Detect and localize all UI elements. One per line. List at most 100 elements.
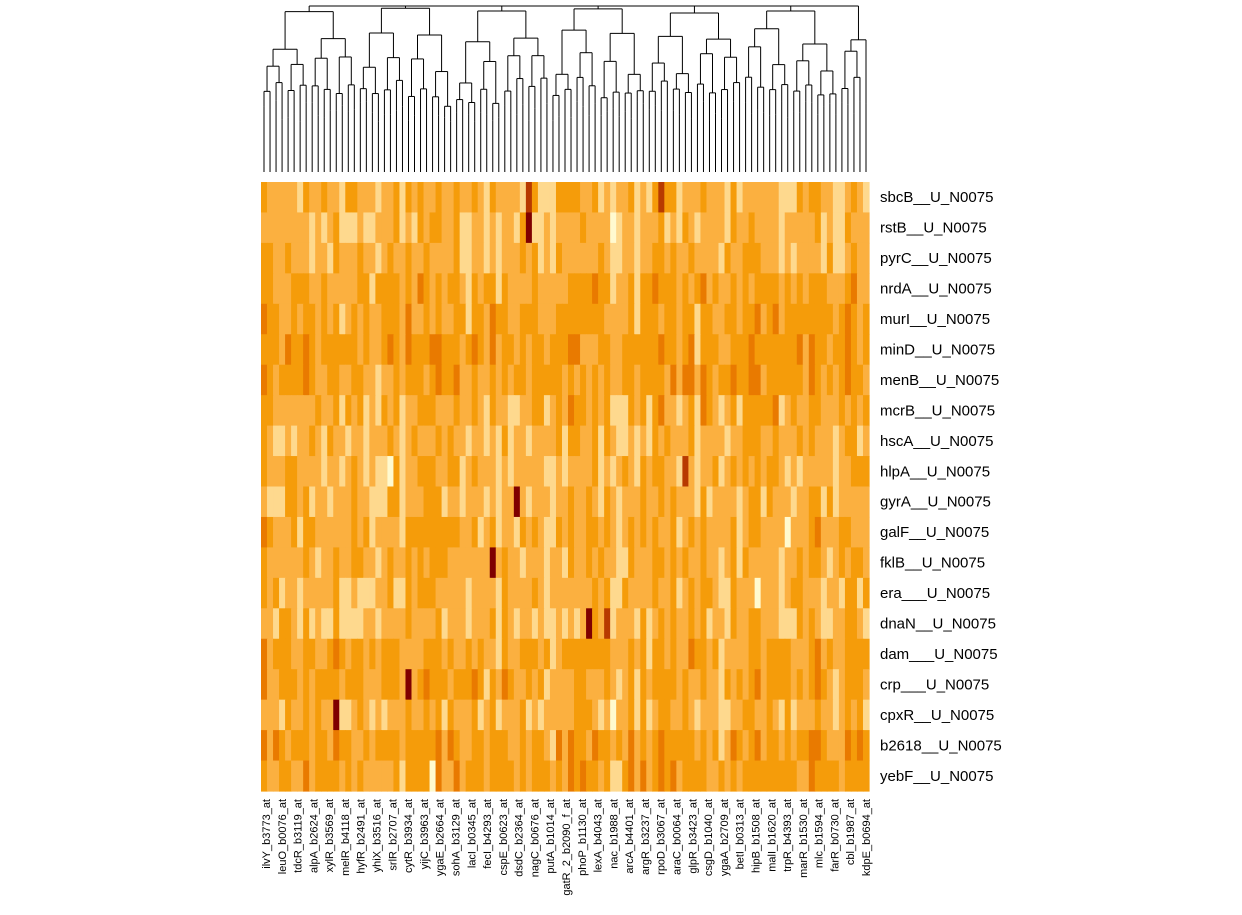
- heatmap-cell: [676, 395, 683, 427]
- heatmap-cell: [616, 638, 623, 670]
- heatmap-cell: [784, 182, 792, 214]
- heatmap-cell: [634, 638, 641, 670]
- heatmap-cell: [610, 730, 617, 762]
- heatmap-cell: [862, 212, 870, 244]
- heatmap-cell: [261, 456, 268, 488]
- heatmap-cell: [273, 486, 280, 518]
- heatmap-cell: [640, 638, 647, 670]
- heatmap-cell: [453, 760, 461, 792]
- heatmap-cell: [483, 730, 491, 762]
- heatmap-cell: [381, 212, 389, 244]
- heatmap-cell: [483, 608, 491, 640]
- heatmap-cell: [363, 669, 370, 701]
- heatmap-cell: [471, 303, 479, 335]
- heatmap-cell: [688, 699, 696, 731]
- heatmap-cell: [646, 669, 653, 701]
- heatmap-cell: [471, 182, 479, 214]
- heatmap-cell: [772, 364, 780, 396]
- heatmap-cell: [736, 608, 744, 640]
- heatmap-cell: [513, 486, 521, 518]
- heatmap-cell: [640, 364, 647, 396]
- heatmap-cell: [423, 577, 431, 609]
- heatmap-cell: [357, 516, 364, 548]
- heatmap-cell: [814, 730, 822, 762]
- heatmap-cell: [634, 425, 641, 457]
- heatmap-cell: [688, 608, 696, 640]
- heatmap-cell: [315, 760, 322, 792]
- heatmap-cell: [670, 182, 677, 214]
- heatmap-cell: [309, 303, 316, 335]
- heatmap-cell: [790, 699, 798, 731]
- heatmap-cell: [838, 425, 846, 457]
- heatmap-cell: [273, 242, 280, 274]
- heatmap-cell: [363, 486, 370, 518]
- heatmap-cell: [712, 395, 720, 427]
- heatmap-cell: [525, 334, 533, 366]
- heatmap-cell: [531, 273, 539, 305]
- heatmap-cell: [531, 577, 539, 609]
- heatmap-cell: [435, 395, 443, 427]
- heatmap-cell: [435, 425, 443, 457]
- heatmap-cell: [309, 364, 316, 396]
- heatmap-cell: [309, 182, 316, 214]
- heatmap-cell: [574, 669, 581, 701]
- heatmap-cell: [555, 273, 563, 305]
- heatmap-cell: [706, 456, 714, 488]
- heatmap-cell: [471, 425, 479, 457]
- heatmap-cell: [309, 486, 316, 518]
- heatmap-cell: [820, 760, 828, 792]
- heatmap-cell: [489, 760, 497, 792]
- heatmap-cell: [784, 699, 792, 731]
- row-label: rstB__U_N0075: [880, 220, 987, 237]
- heatmap-cell: [766, 364, 774, 396]
- heatmap-cell: [393, 699, 401, 731]
- heatmap-cell: [555, 212, 563, 244]
- heatmap-cell: [808, 730, 816, 762]
- heatmap-cell: [297, 608, 304, 640]
- heatmap-cell: [706, 486, 714, 518]
- heatmap-cell: [531, 456, 539, 488]
- heatmap-cell: [820, 730, 828, 762]
- heatmap-cell: [766, 730, 774, 762]
- heatmap-cell: [688, 395, 696, 427]
- heatmap-cell: [634, 730, 641, 762]
- heatmap-cell: [279, 669, 286, 701]
- heatmap-cell: [748, 638, 756, 670]
- heatmap-cell: [658, 212, 665, 244]
- heatmap-cell: [417, 273, 425, 305]
- heatmap-cell: [634, 395, 641, 427]
- heatmap-cell: [543, 425, 551, 457]
- heatmap-cell: [652, 364, 659, 396]
- heatmap-cell: [411, 456, 419, 488]
- heatmap-cell: [790, 547, 798, 579]
- heatmap-cell: [628, 638, 635, 670]
- heatmap-cell: [327, 608, 334, 640]
- heatmap-cell: [387, 699, 395, 731]
- column-label: ilvY_b3773_at: [261, 799, 273, 869]
- heatmap-cell: [658, 182, 665, 214]
- heatmap-cell: [622, 182, 629, 214]
- heatmap-cell: [838, 212, 846, 244]
- heatmap-cell: [399, 273, 407, 305]
- heatmap-cell: [333, 760, 340, 792]
- heatmap-cell: [664, 182, 671, 214]
- heatmap-cell: [561, 425, 569, 457]
- heatmap-cell: [730, 364, 738, 396]
- heatmap-cell: [616, 334, 623, 366]
- heatmap-cell: [477, 395, 485, 427]
- heatmap-cell: [634, 303, 641, 335]
- heatmap-cell: [507, 547, 515, 579]
- heatmap-cell: [477, 456, 485, 488]
- heatmap-cell: [423, 516, 431, 548]
- heatmap-cell: [748, 699, 756, 731]
- heatmap-cell: [748, 303, 756, 335]
- heatmap-cell: [441, 303, 449, 335]
- heatmap-cell: [513, 364, 521, 396]
- heatmap-cell: [465, 273, 473, 305]
- heatmap-cell: [586, 516, 593, 548]
- heatmap-cell: [375, 547, 382, 579]
- heatmap-cell: [561, 456, 569, 488]
- heatmap-cell: [796, 303, 804, 335]
- heatmap-cell: [471, 699, 479, 731]
- heatmap-cell: [267, 669, 274, 701]
